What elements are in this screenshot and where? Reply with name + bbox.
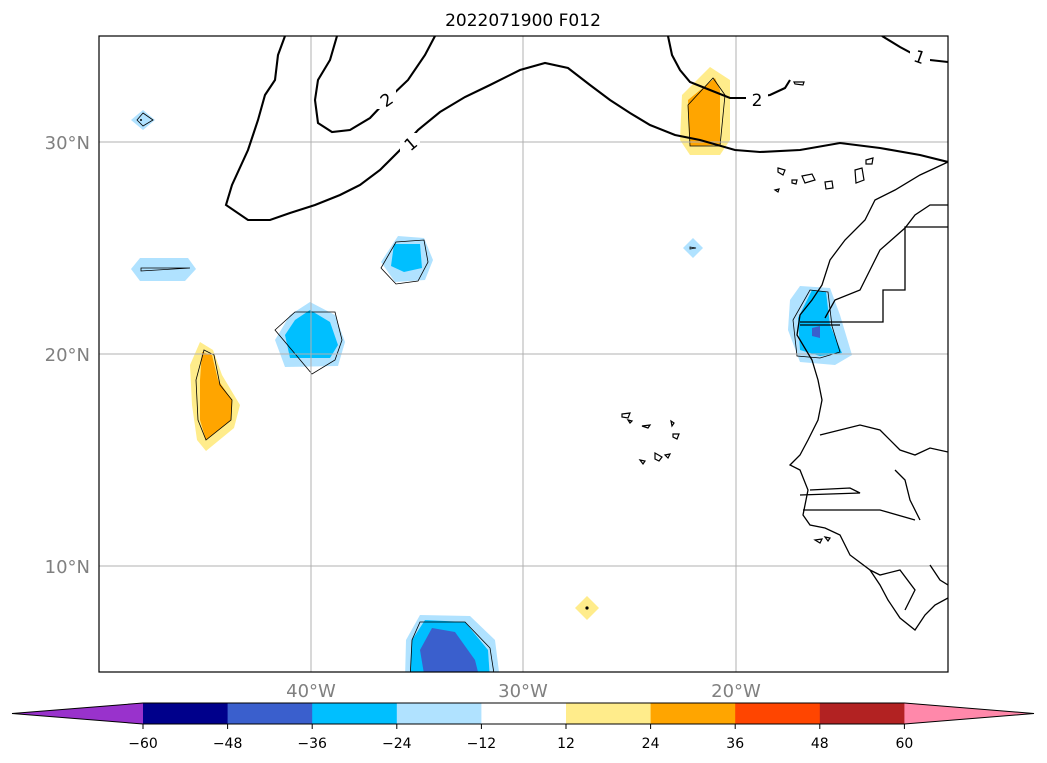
anomaly-outline [274,311,343,375]
figure-title: 2022071900 F012 [445,11,601,31]
anomaly-outline [409,621,495,672]
anomaly-outline [792,289,841,359]
contour-label-bg [376,89,396,109]
colorbar-segment [481,703,567,724]
canary-island [854,167,865,184]
canary-island [824,180,834,190]
colorbar-tick-label: 60 [895,736,913,752]
islands [621,81,874,544]
lat-label-10n: 10°N [45,557,90,578]
anomaly-cyan-area [798,290,842,356]
contour-line-2-east [666,36,791,100]
point-marker [140,119,142,121]
colorbar-segment [227,703,313,724]
inland-border [824,204,948,319]
anomaly-outline [136,112,154,127]
colorbar-segment [819,703,905,724]
latitude-labels: 30°N 20°N 10°N [45,133,90,578]
country-border [894,469,921,521]
bijagos-island [823,536,831,543]
anomaly-outline [195,349,233,441]
plot-area: 2 1 2 1 [99,36,948,672]
country-border [799,487,861,496]
anomaly-outline [380,239,429,285]
cape-verde-island [621,412,631,419]
colorbar-segment [735,703,821,724]
cape-verde-island [672,433,680,440]
cape-verde-island [670,419,675,428]
lon-label-30w: 30°W [498,681,548,702]
canary-island [791,179,798,185]
country-border [803,509,916,521]
colorbar-tick-label: −36 [297,736,327,752]
country-border [819,424,948,456]
graticule [99,36,948,672]
contour-line-2-west [313,36,436,134]
colorbar-extend-low [12,703,143,724]
contour-labels: 2 1 2 1 [376,47,930,156]
anomaly-orange-area [688,78,720,146]
colorbar-tick-label: −60 [128,736,158,752]
cape-verde-island [663,453,672,460]
country-border [929,564,948,586]
point-marker [585,606,589,610]
colorbar-segment [650,703,736,724]
cape-verde-island [638,459,646,466]
colorbar-tick-label: 12 [557,736,575,752]
lon-label-40w: 40°W [286,681,336,702]
longitude-labels: 40°W 30°W 20°W [286,681,761,702]
colorbar-tick-label: 24 [642,736,660,752]
colorbar-tick-label: −48 [213,736,243,752]
contour-label-bg [400,133,420,153]
anomaly-blue-area [812,326,820,338]
anomaly-cyan-area [391,244,422,272]
colorbar-tick-label: −12 [467,736,497,752]
anomaly-outline [140,267,191,272]
anomaly-lightblue-area [131,110,155,130]
cape-verde-island [626,419,634,424]
colorbar-segment [396,703,482,724]
bijagos-island [813,538,824,544]
country-border [800,226,948,323]
contour-label-bg [910,47,930,67]
positive-anomaly-areas [190,67,730,620]
lat-label-20n: 20°N [45,345,90,366]
colorbar-extend-high [904,703,1034,724]
cape-verde-island [641,424,652,429]
canary-island [865,157,874,165]
colorbar-tick-label: 36 [726,736,744,752]
colorbar-segment [566,703,652,724]
plot-frame [98,35,949,673]
canary-island [777,167,786,176]
colorbar-tick-label: −24 [382,736,412,752]
contour-line-1-west [224,36,948,222]
canary-island [801,173,816,184]
colorbar-segment [143,703,229,724]
cape-verde-island [654,451,663,462]
coastlines [788,161,948,631]
anomaly-orange-area [200,352,232,440]
anomaly-lightblue-area [683,238,703,258]
colorbar: −60 −48 −36 −24 −12 12 24 36 48 60 [11,702,1035,752]
anomaly-outline [689,246,697,250]
anomaly-outlines [136,77,841,672]
colorbar-segment [312,703,398,724]
country-border [869,569,916,611]
lon-label-20w: 20°W [711,681,761,702]
anomaly-blue-area [420,628,478,672]
contour-label-bg [746,89,768,109]
anomaly-outline [687,77,726,147]
africa-coastline [788,161,948,631]
contour-label: 2 [752,91,763,111]
madeira-island [793,81,805,86]
colorbar-tick-label: 48 [811,736,829,752]
canary-island [773,188,780,193]
lat-label-30n: 30°N [45,133,90,154]
